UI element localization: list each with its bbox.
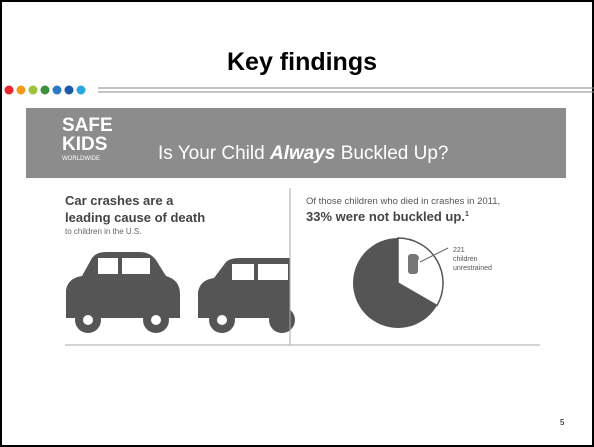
slide: Key findings SAFE KIDS WORLDWIDE Is Your… [0, 0, 594, 447]
headline-part: Is Your Child [158, 143, 270, 164]
logo-line: SAFE [62, 115, 113, 136]
page-number: 5 [560, 418, 565, 427]
headline-emphasis: Always [269, 143, 335, 164]
pie-label: children [453, 256, 478, 263]
logo-sub: WORLDWIDE [62, 156, 100, 162]
pie-label: 221 [453, 247, 465, 254]
left-heading: leading cause of death [65, 210, 205, 225]
right-intro: Of those children who died in crashes in… [306, 196, 500, 207]
footnote-mark: 1 [465, 211, 469, 218]
stat-text: 33% were not buckled up. [306, 209, 465, 224]
pie-graphic [353, 238, 443, 328]
slide-title: Key findings [227, 48, 377, 76]
right-stat: 33% were not buckled up.1 [306, 209, 469, 224]
left-subtext: to children in the U.S. [65, 227, 141, 236]
headline-part: Buckled Up? [335, 143, 448, 164]
logo-line: KIDS [62, 134, 107, 155]
left-heading: Car crashes are a [65, 193, 174, 208]
banner-headline: Is Your Child Always Buckled Up? [158, 143, 448, 164]
pie-label: unrestrained [453, 265, 492, 272]
